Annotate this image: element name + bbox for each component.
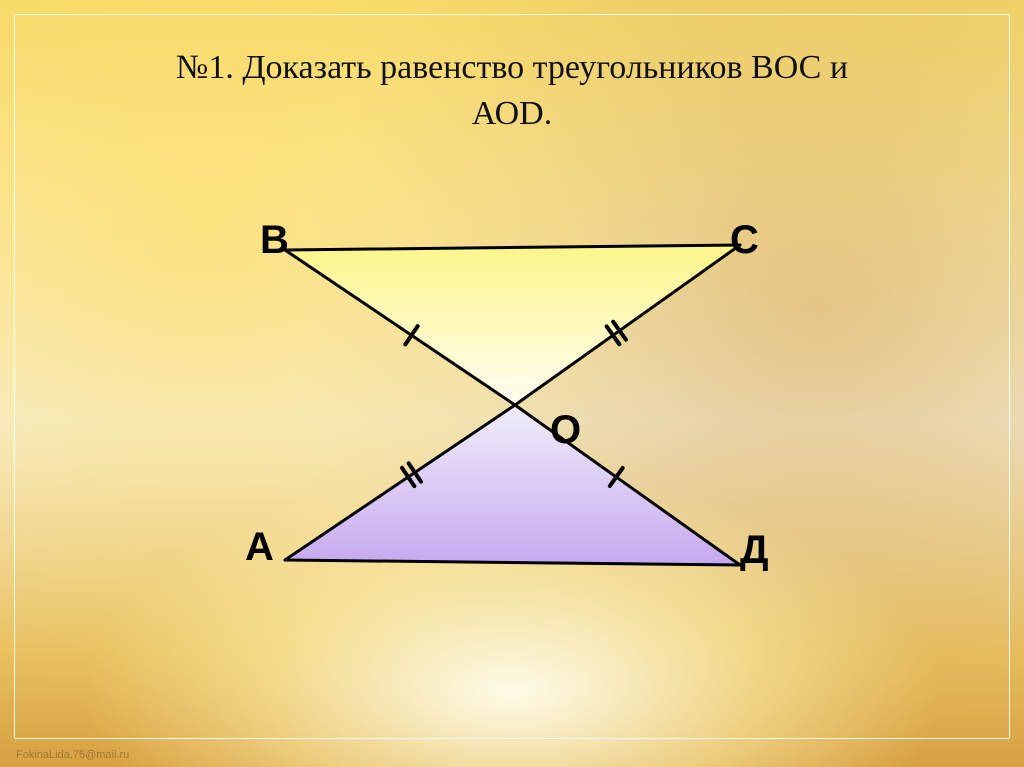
vertex-label-a: А — [245, 525, 274, 570]
triangle-boc — [285, 245, 740, 405]
vertex-label-d: Д — [740, 528, 769, 573]
title-line-2: АОD. — [472, 95, 552, 132]
title-line-1: №1. Доказать равенство треугольников ВОС… — [176, 49, 848, 86]
watermark: FokinaLida.75@mail.ru — [16, 749, 129, 761]
slide: №1. Доказать равенство треугольников ВОС… — [0, 0, 1024, 767]
problem-title: №1. Доказать равенство треугольников ВОС… — [60, 45, 964, 137]
triangle-aod — [285, 405, 740, 565]
vertex-label-c: С — [730, 218, 759, 263]
vertex-label-o: О — [550, 408, 581, 453]
geometry-diagram: В С О А Д — [210, 170, 810, 650]
diagram-svg — [210, 170, 810, 650]
vertex-label-b: В — [260, 218, 289, 263]
